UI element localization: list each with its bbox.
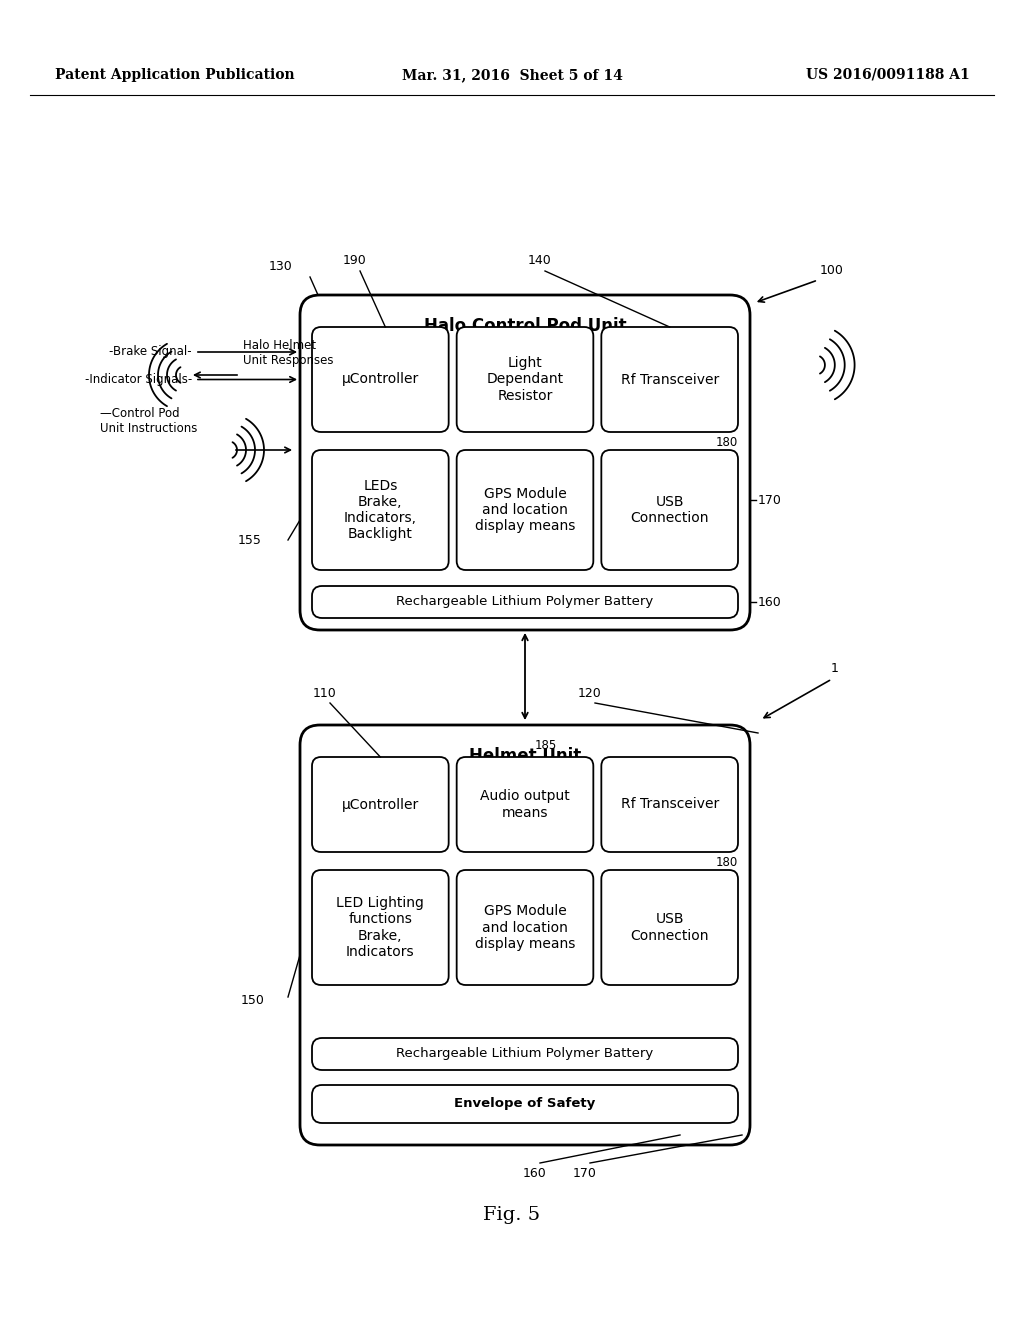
Text: Envelope of Safety: Envelope of Safety [455, 1097, 596, 1110]
Text: 140: 140 [528, 253, 552, 267]
Text: Mar. 31, 2016  Sheet 5 of 14: Mar. 31, 2016 Sheet 5 of 14 [401, 69, 623, 82]
Text: Rechargeable Lithium Polymer Battery: Rechargeable Lithium Polymer Battery [396, 1048, 653, 1060]
Text: Halo Control Pod Unit: Halo Control Pod Unit [424, 317, 627, 335]
Text: GPS Module
and location
display means: GPS Module and location display means [475, 487, 575, 533]
Text: -Brake Signal-: -Brake Signal- [110, 346, 193, 359]
Text: 160: 160 [758, 595, 781, 609]
FancyBboxPatch shape [312, 756, 449, 851]
Text: LED Lighting
functions
Brake,
Indicators: LED Lighting functions Brake, Indicators [337, 896, 424, 958]
Text: 155: 155 [239, 533, 262, 546]
FancyBboxPatch shape [312, 1038, 738, 1071]
Text: μController: μController [342, 797, 419, 812]
Text: Rf Transceiver: Rf Transceiver [621, 797, 719, 812]
Text: Halo Helmet
Unit Responses: Halo Helmet Unit Responses [243, 339, 334, 367]
FancyBboxPatch shape [601, 756, 738, 851]
FancyBboxPatch shape [312, 1085, 738, 1123]
Text: μController: μController [342, 372, 419, 387]
Text: 190: 190 [343, 253, 367, 267]
FancyBboxPatch shape [312, 450, 449, 570]
FancyBboxPatch shape [312, 586, 738, 618]
Text: LEDs
Brake,
Indicators,
Backlight: LEDs Brake, Indicators, Backlight [344, 479, 417, 541]
Text: Light
Dependant
Resistor: Light Dependant Resistor [486, 356, 563, 403]
Text: 130: 130 [268, 260, 292, 273]
Text: —Control Pod
Unit Instructions: —Control Pod Unit Instructions [100, 407, 198, 436]
FancyBboxPatch shape [457, 450, 593, 570]
Text: 180: 180 [716, 857, 738, 870]
FancyBboxPatch shape [601, 870, 738, 985]
Text: 1: 1 [831, 663, 839, 675]
FancyBboxPatch shape [312, 870, 449, 985]
FancyBboxPatch shape [601, 450, 738, 570]
Text: 170: 170 [573, 1167, 597, 1180]
Text: GPS Module
and location
display means: GPS Module and location display means [475, 904, 575, 950]
FancyBboxPatch shape [312, 327, 449, 432]
FancyBboxPatch shape [300, 725, 750, 1144]
Text: 150: 150 [241, 994, 265, 1006]
Text: Fig. 5: Fig. 5 [483, 1206, 541, 1224]
Text: 180: 180 [716, 437, 738, 450]
FancyBboxPatch shape [457, 756, 593, 851]
Text: Rechargeable Lithium Polymer Battery: Rechargeable Lithium Polymer Battery [396, 595, 653, 609]
Text: Patent Application Publication: Patent Application Publication [55, 69, 295, 82]
Text: 100: 100 [820, 264, 844, 277]
Text: 110: 110 [313, 686, 337, 700]
Text: 160: 160 [523, 1167, 547, 1180]
Text: Helmet Unit: Helmet Unit [469, 747, 582, 766]
Text: USB
Connection: USB Connection [631, 495, 709, 525]
Text: USB
Connection: USB Connection [631, 912, 709, 942]
FancyBboxPatch shape [300, 294, 750, 630]
Text: -Indicator Signals-: -Indicator Signals- [85, 374, 193, 385]
FancyBboxPatch shape [457, 870, 593, 985]
Text: US 2016/0091188 A1: US 2016/0091188 A1 [806, 69, 970, 82]
Text: 185: 185 [535, 739, 557, 752]
Text: Rf Transceiver: Rf Transceiver [621, 372, 719, 387]
Text: Audio output
means: Audio output means [480, 789, 570, 820]
Text: 170: 170 [758, 494, 782, 507]
FancyBboxPatch shape [601, 327, 738, 432]
FancyBboxPatch shape [457, 327, 593, 432]
Text: 120: 120 [579, 686, 602, 700]
